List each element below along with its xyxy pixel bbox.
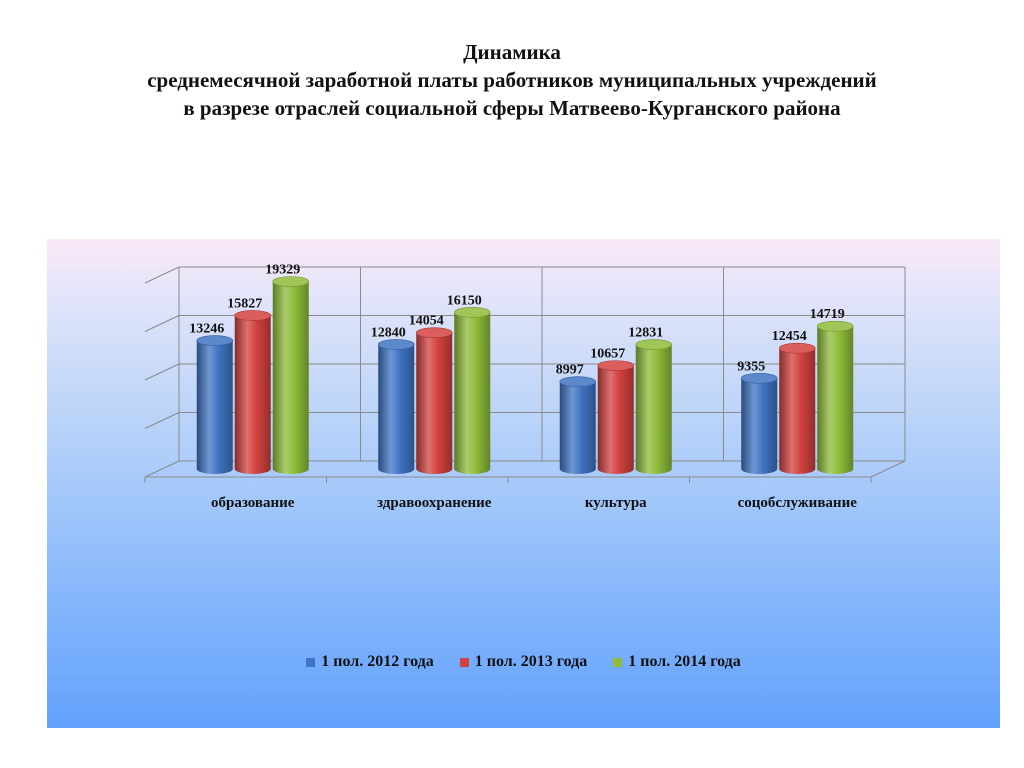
bar-2-4 [779,348,816,474]
data-label: 10657 [590,347,625,362]
gridline-depth [144,412,180,429]
data-label: 15827 [227,296,262,311]
category-label: образование [211,495,295,511]
gridline-depth [144,460,180,478]
bar-2-3 [597,365,634,474]
data-label: 14054 [409,314,444,329]
data-label: 13246 [189,322,224,337]
category-label: соцобслуживание [738,495,858,511]
category-label: здравоохранение [377,495,492,511]
bar-top-3-4 [816,320,854,332]
legend-label: 1 пол. 2014 года [628,653,741,670]
chart-title-line-2: среднемесячной заработной платы работник… [147,68,877,92]
chart-legend: 1 пол. 2012 года 1 пол. 2013 года 1 пол. 2… [47,653,1000,671]
gridline-depth [144,363,180,381]
data-label: 16150 [447,293,482,308]
data-label: 12831 [628,326,663,341]
bar-3-3 [635,344,672,474]
bar-3-2 [454,312,491,474]
bar-top-1-3 [559,376,597,388]
chart-bars [196,276,854,474]
gridline-depth [144,266,180,284]
bar-top-1-1 [196,335,234,346]
gridline-depth [144,315,180,332]
chart-data-labels: 1324615827193291284014054161508997106571… [189,263,845,378]
chart-title-line-3: в разрезе отраслей социальной сферы Матв… [183,96,841,120]
legend-swatch [613,657,623,667]
legend-item: 1 пол. 2013 года [459,653,588,671]
bar-3-4 [817,326,854,474]
bar-top-3-3 [635,339,673,350]
category-label: культура [585,495,647,511]
data-label: 19329 [265,263,300,278]
bar-top-1-4 [740,372,778,384]
chart-panel: образование здравоохранение культура соцобс… [47,239,1000,728]
data-label: 12454 [772,329,807,344]
bar-1-1 [196,340,233,474]
legend-item: 1 пол. 2012 года [306,653,434,671]
bar-1-4 [741,378,778,474]
data-label: 12840 [371,325,406,340]
bar-top-2-2 [415,327,453,338]
bar-top-1-2 [377,339,415,350]
chart-title: Динамика среднемесячной заработной платы… [0,38,1024,122]
bar-top-2-3 [597,360,635,371]
data-label: 8997 [556,363,584,378]
bar-1-3 [559,381,596,474]
bar-top-3-2 [453,307,491,318]
legend-item: 1 пол. 2014 года [613,653,741,671]
bar-3-1 [272,281,309,474]
chart-plot: образование здравоохранение культура соцобс… [144,263,906,511]
data-label: 9355 [737,359,765,374]
floor-right-edge [870,460,906,478]
legend-swatch [306,657,316,667]
bar-2-1 [234,315,271,474]
bar-1-2 [378,344,415,474]
legend-swatch [459,657,469,667]
data-label: 14719 [810,307,845,322]
bar-top-2-1 [234,310,272,321]
chart-title-line-1: Динамика [463,40,561,64]
bar-top-3-1 [272,276,310,287]
bar-top-2-4 [778,342,816,354]
legend-label: 1 пол. 2013 года [474,653,588,670]
bar-2-2 [416,332,453,474]
legend-label: 1 пол. 2012 года [321,653,434,670]
